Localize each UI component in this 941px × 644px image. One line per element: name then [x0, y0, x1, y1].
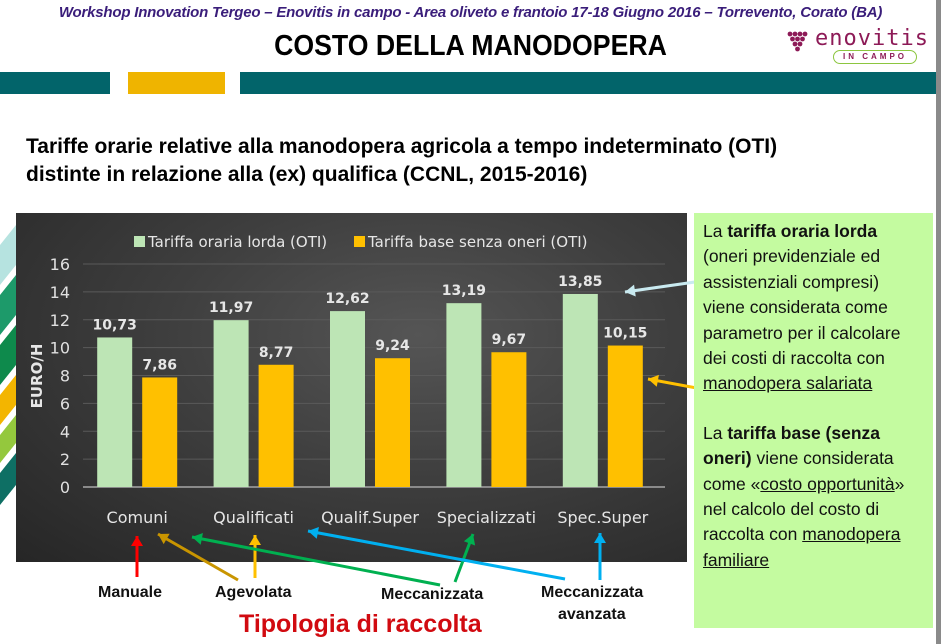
bar-base — [142, 377, 178, 487]
header-band-teal-left — [0, 72, 110, 94]
text: viene considerata come « — [703, 448, 894, 494]
legend-swatch — [134, 236, 145, 247]
slide-title: COSTO DELLA MANODOPERA — [274, 30, 667, 62]
harvest-label-meccanizzata: Meccanizzata — [381, 586, 484, 603]
arrow-agevolata-qualificati-head — [249, 535, 261, 545]
grape-icon — [787, 31, 808, 52]
legend-label: Tariffa base senza oneri (OTI) — [367, 233, 588, 251]
data-label: 13,85 — [558, 274, 602, 290]
data-label: 12,62 — [325, 291, 369, 307]
x-tick-label: Comuni — [107, 508, 168, 527]
bar-lorda — [330, 311, 365, 487]
legend-swatch — [354, 236, 365, 247]
y-tick-label: 6 — [60, 394, 70, 413]
underlined-term: manodopera familiare — [703, 524, 901, 570]
harvest-type-title: Tipologia di raccolta — [239, 610, 482, 638]
enovitis-logo: enovitis IN CAMPO — [787, 26, 928, 70]
arrow-info-lorda — [624, 279, 703, 294]
harvest-label-manuale: Manuale — [98, 584, 163, 601]
data-label: 9,67 — [492, 332, 527, 348]
header-band-gold — [128, 72, 225, 94]
text: La — [703, 422, 728, 443]
y-tick-label: 10 — [50, 339, 70, 358]
arrow-meccanizzata-comuni-head — [192, 533, 203, 545]
underlined-term: costo opportunità — [760, 473, 895, 494]
text: (oneri previdenziale ed assistenziali co… — [703, 246, 901, 369]
bar-lorda — [97, 337, 133, 487]
y-axis-label: EURO/H — [28, 344, 46, 409]
harvest-label-meccanizzata-avanzata-1: Meccanizzata — [541, 584, 644, 601]
data-label: 8,77 — [259, 345, 294, 361]
arrow-meccanizzata-specializzati-head — [463, 534, 476, 546]
logo-tagline: IN CAMPO — [833, 50, 917, 64]
header-band-teal-right — [240, 72, 936, 94]
bar-base — [375, 358, 410, 487]
arrow-meccanizzata-comuni — [191, 535, 441, 587]
x-tick-label: Qualif.Super — [321, 508, 419, 527]
data-label: 10,15 — [603, 326, 647, 342]
y-tick-label: 14 — [50, 283, 70, 302]
data-label: 7,86 — [142, 357, 177, 373]
bar-lorda — [446, 303, 482, 487]
arrow-avanzata-specsuper-head — [594, 533, 606, 543]
y-tick-label: 2 — [60, 450, 70, 469]
info-paragraph-lorda: La tariffa oraria lorda (oneri previdenz… — [703, 219, 925, 397]
x-tick-label: Qualificati — [213, 508, 294, 527]
legend-label: Tariffa oraria lorda (OTI) — [147, 233, 327, 251]
bar-lorda — [213, 320, 249, 487]
arrow-avanzata-qualificati — [307, 529, 566, 581]
x-tick-label: Spec.Super — [557, 508, 648, 527]
bar-base — [607, 345, 643, 487]
subtitle-line-2: distinte in relazione alla (ex) qualific… — [26, 163, 588, 186]
y-tick-label: 12 — [50, 311, 70, 330]
subtitle-line-1: Tariffe orarie relative alla manodopera … — [26, 135, 778, 158]
y-tick-label: 4 — [60, 422, 70, 441]
arrow-avanzata-qualificati-head — [308, 526, 319, 539]
text: La — [703, 221, 728, 241]
subtitle: Tariffe orarie relative alla manodopera … — [26, 133, 777, 189]
harvest-label-meccanizzata-avanzata-2: avanzata — [558, 606, 626, 623]
info-box: La tariffa oraria lorda (oneri previdenz… — [694, 213, 933, 628]
x-tick-label: Specializzati — [437, 508, 536, 527]
y-tick-label: 16 — [50, 255, 70, 274]
arrow-agevolata — [157, 532, 239, 582]
data-label: 11,97 — [209, 300, 253, 316]
arrow-info-lorda-head — [625, 284, 636, 297]
bar-base — [491, 352, 527, 487]
harvest-label-agevolata: Agevolata — [215, 584, 292, 601]
arrow-agevolata-head — [158, 533, 170, 545]
y-tick-label: 0 — [60, 478, 70, 497]
data-label: 9,24 — [375, 338, 410, 354]
data-label: 10,73 — [93, 317, 137, 333]
arrow-info-base-head — [648, 374, 659, 387]
slide-edge — [936, 0, 941, 644]
text: » nel calcolo del costo di raccolta con — [703, 473, 905, 545]
info-paragraph-base: La tariffa base (senza oneri) viene cons… — [703, 421, 925, 573]
bold-term: tariffa oraria lorda — [727, 221, 878, 241]
y-tick-label: 8 — [60, 367, 70, 386]
workshop-header: Workshop Innovation Tergeo – Enovitis in… — [58, 4, 883, 21]
underlined-term: manodopera salariata — [703, 373, 873, 394]
logo-name: enovitis — [815, 26, 929, 51]
bar-base — [258, 364, 294, 487]
arrow-manuale-head — [131, 536, 143, 546]
bar-lorda — [562, 293, 598, 487]
bold-term: tariffa base (senza oneri) — [703, 422, 881, 469]
data-label: 13,19 — [442, 283, 486, 299]
